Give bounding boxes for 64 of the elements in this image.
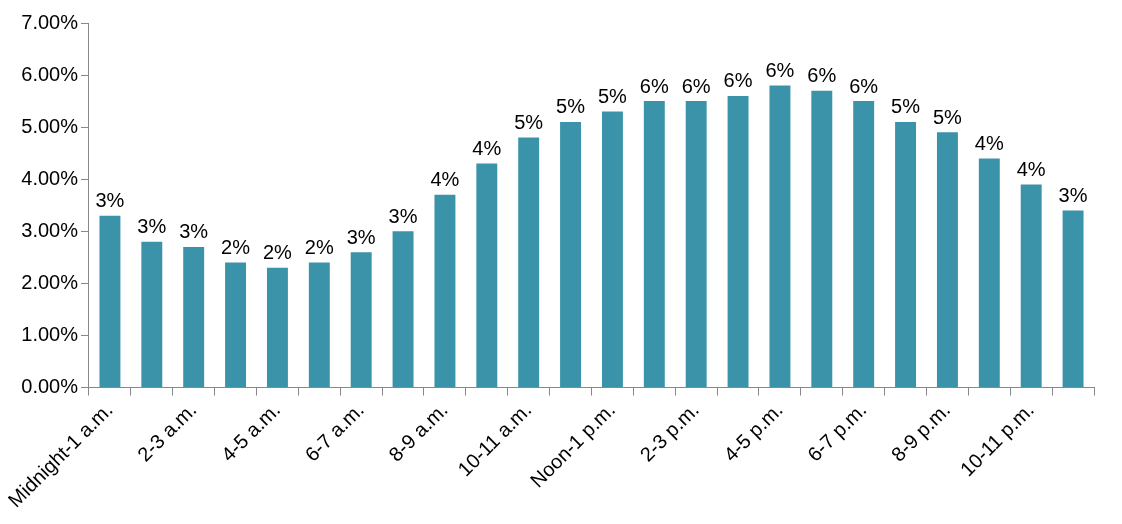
bar [1020,184,1042,388]
data-label: 6% [681,74,711,97]
data-label: 6% [807,64,837,87]
y-tick-label: 3.00% [21,218,79,241]
bar [560,121,582,388]
bar [978,158,1000,388]
bar [266,267,288,388]
data-label: 4% [472,137,502,160]
bar [99,215,121,388]
x-tick-label: 6-7 a.m. [300,398,368,466]
bar [769,85,791,388]
bar [936,132,958,388]
x-tick-label: 2-3 a.m. [132,398,201,466]
data-label: 6% [723,69,753,92]
bar [350,252,372,388]
data-label: 4% [1016,157,1046,180]
data-label: 2% [221,236,251,259]
bar [392,231,414,388]
bar [643,101,665,388]
y-tick-label: 4.00% [21,166,79,189]
data-label: 5% [514,111,544,134]
data-label: 5% [556,95,586,118]
y-tick-label: 7.00% [21,10,79,33]
bar [434,194,456,388]
data-label: 6% [849,74,879,97]
data-label: 2% [304,236,334,259]
data-label: 5% [891,95,921,118]
bar [853,101,875,388]
data-label: 3% [388,204,418,227]
bar [518,137,540,388]
x-tick-label: 4-5 a.m. [216,398,285,466]
x-tick-label: 2-3 p.m. [635,398,703,466]
y-tick-label: 2.00% [21,270,79,293]
y-tick-label: 5.00% [21,114,79,137]
data-label: 3% [1058,184,1088,207]
bar [601,111,623,388]
bar [685,101,707,388]
bar [225,262,247,388]
data-label: 6% [765,59,795,82]
bar [183,246,205,388]
data-label: 5% [932,105,963,128]
y-tick-label: 1.00% [21,323,79,345]
data-label: 2% [262,241,293,264]
data-label: 3% [137,215,167,238]
x-tick-label: 6-7 p.m. [802,398,871,466]
data-label: 3% [95,189,125,212]
bar [811,90,833,388]
y-tick-label: 0.00% [21,375,79,398]
bar [895,121,917,388]
y-tick-label: 6.00% [21,62,79,85]
data-label: 4% [430,168,460,191]
data-label: 3% [346,225,376,248]
bar [141,241,163,388]
bar [476,163,498,388]
data-label: 4% [974,131,1004,154]
x-tick-label: 8-9 p.m. [886,398,955,466]
data-label: 5% [597,85,628,108]
data-label: 3% [179,220,209,243]
x-tick-label: 4-5 p.m. [719,398,787,466]
x-tick-label: 8-9 a.m. [384,398,452,466]
bar [727,95,749,388]
bar [308,262,330,388]
data-label: 6% [639,74,669,97]
bar [1062,210,1084,388]
